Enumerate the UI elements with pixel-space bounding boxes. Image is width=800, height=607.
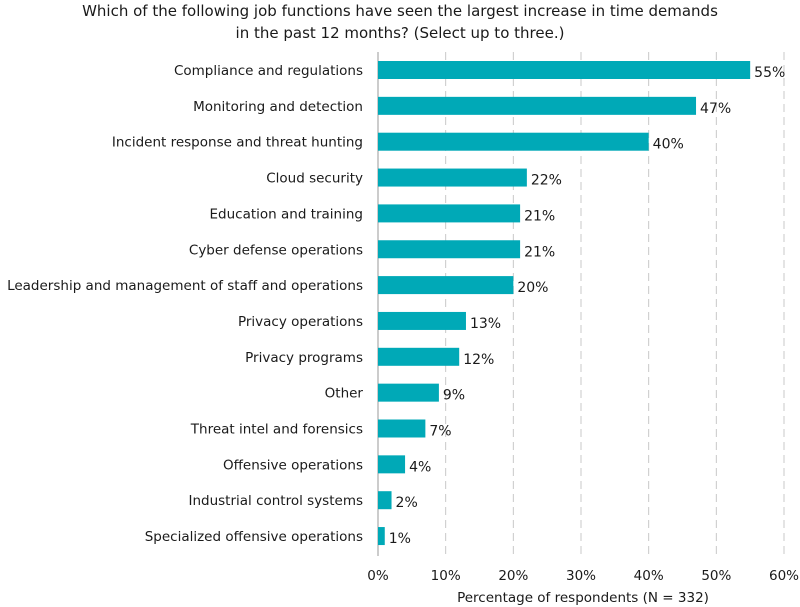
category-label-3: Incident response and threat hunting [112,135,363,151]
chart-title: Which of the following job functions hav… [82,2,718,42]
category-label-5: Education and training [210,206,364,222]
bar-13 [378,491,392,510]
bar-4 [378,168,527,187]
bar-6 [378,240,521,259]
value-label-5: 21% [524,208,555,224]
value-label-6: 21% [524,244,555,260]
value-label-14: 1% [389,531,411,547]
value-label-13: 2% [396,495,418,511]
category-label-14: Specialized offensive operations [145,529,363,545]
bar-2 [378,96,697,115]
category-label-1: Compliance and regulations [174,63,363,79]
category-labels: Compliance and regulations Monitoring and… [7,63,363,545]
x-tick-label-10: 10% [431,568,461,584]
value-label-2: 47% [700,101,731,117]
category-label-13: Industrial control systems [188,493,363,509]
bar-9 [378,347,460,366]
bar-3 [378,132,649,151]
category-label-6: Cyber defense operations [189,242,363,258]
value-label-1: 55% [754,65,785,81]
x-axis-ticks: 0% 10% 20% 30% 40% 50% 60% [367,568,799,584]
x-axis-title: Percentage of respondents (N = 332) [457,590,709,606]
category-label-11: Threat intel and forensics [190,422,363,438]
bar-10 [378,383,439,402]
x-tick-label-40: 40% [634,568,664,584]
chart-title-line-2: in the past 12 months? (Select up to thr… [236,24,565,42]
x-tick-label-50: 50% [701,568,731,584]
bar-1 [378,61,751,79]
bar-5 [378,204,521,223]
value-label-8: 13% [470,316,501,332]
x-tick-label-0: 0% [367,568,389,584]
value-label-12: 4% [409,459,431,475]
value-label-3: 40% [653,137,684,153]
bar-11 [378,419,426,438]
bar-7 [378,276,514,295]
value-label-9: 12% [463,352,494,368]
value-label-7: 20% [517,280,548,296]
category-label-4: Cloud security [266,171,363,187]
value-label-4: 22% [531,173,562,189]
value-labels: 55% 47% 40% 22% 21% 21% 20% 13% 12% 9% 7% 4% 2% 1% [389,65,786,547]
value-label-10: 9% [443,388,465,404]
category-label-12: Offensive operations [223,457,363,473]
category-label-10: Other [325,386,364,402]
chart-title-line-1: Which of the following job functions hav… [82,2,718,20]
gridlines [377,52,785,556]
category-label-2: Monitoring and detection [193,99,363,115]
x-tick-label-20: 20% [498,568,528,584]
value-label-11: 7% [429,424,451,440]
category-label-9: Privacy programs [245,350,363,366]
x-tick-label-60: 60% [769,568,799,584]
category-label-8: Privacy operations [238,314,363,330]
bar-14 [378,527,385,546]
category-label-7: Leadership and management of staff and o… [7,278,363,294]
bars [378,61,751,546]
bar-12 [378,455,406,474]
bar-8 [378,311,466,330]
x-tick-label-30: 30% [566,568,596,584]
